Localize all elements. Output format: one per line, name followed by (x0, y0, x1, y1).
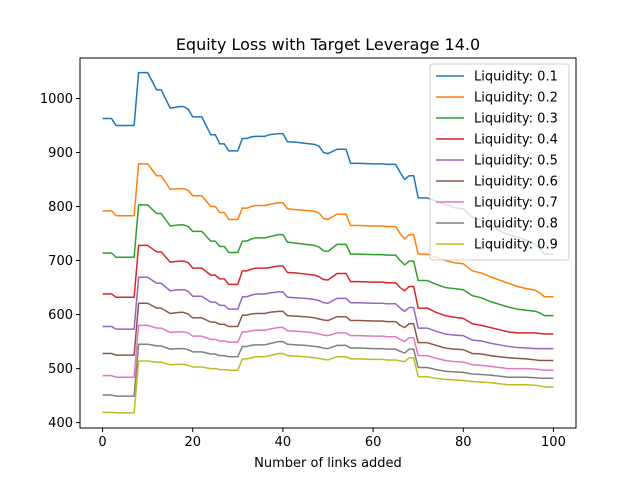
series-line-8 (102, 340, 554, 397)
series-line-3 (102, 204, 554, 317)
x-tick-label: 0 (98, 435, 106, 450)
x-axis: 0 20 40 60 80 100 (98, 428, 566, 450)
x-tick-label: 20 (184, 435, 201, 450)
y-tick-label: 900 (48, 146, 73, 161)
y-tick-label: 800 (48, 200, 73, 215)
x-axis-title: Number of links added (254, 456, 402, 471)
legend-label: Liquidity: 0.9 (474, 238, 558, 253)
legend-label: Liquidity: 0.1 (474, 70, 558, 85)
legend: Liquidity: 0.1 Liquidity: 0.2 Liquidity: 0… (429, 63, 570, 261)
series-line-7 (102, 324, 554, 378)
plot-lines (102, 71, 554, 414)
plot-frame (79, 57, 577, 429)
legend-label: Liquidity: 0.2 (474, 91, 558, 106)
legend-label: Liquidity: 0.6 (474, 175, 558, 190)
y-tick-label: 700 (48, 254, 73, 269)
y-tick-label: 400 (48, 416, 73, 431)
y-tick-label: 500 (48, 362, 73, 377)
chart-title: Equity Loss with Target Leverage 14.0 (176, 35, 480, 54)
x-tick-label: 100 (541, 435, 566, 450)
legend-label: Liquidity: 0.7 (474, 196, 558, 211)
series-line-2 (102, 163, 554, 298)
legend-label: Liquidity: 0.8 (474, 217, 558, 232)
series-line-6 (102, 302, 554, 362)
x-tick-label: 80 (455, 435, 472, 450)
y-tick-label: 600 (48, 308, 73, 323)
series-line-4 (102, 244, 554, 335)
legend-label: Liquidity: 0.3 (474, 112, 558, 127)
y-axis: 400 500 600 700 800 900 1000 (40, 92, 80, 431)
series-line-5 (102, 276, 554, 350)
x-tick-label: 40 (275, 435, 292, 450)
legend-box (429, 63, 570, 261)
y-tick-label: 1000 (40, 92, 73, 107)
x-tick-label: 60 (365, 435, 382, 450)
legend-label: Liquidity: 0.4 (474, 133, 558, 148)
legend-label: Liquidity: 0.5 (474, 154, 558, 169)
series-line-9 (102, 352, 554, 414)
